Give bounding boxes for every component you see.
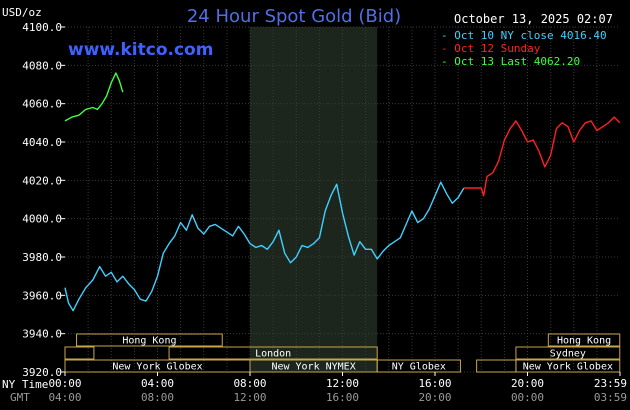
y-tick-label: 4000.0 bbox=[22, 213, 62, 226]
y-tick-label: 3960.0 bbox=[22, 289, 62, 302]
nymex-highlight bbox=[250, 27, 378, 372]
y-tick-label: 3980.0 bbox=[22, 251, 62, 264]
legend-entry: - Oct 13 Last 4062.20 bbox=[441, 55, 580, 68]
x-tick-label-ny: 23:59 bbox=[594, 377, 627, 390]
y-axis-ticks: 4100.0 4080.0 4060.0 4040.0 4020.0 4000.0 3980… bbox=[22, 21, 65, 379]
session-label: Hong Kong bbox=[122, 336, 176, 347]
x-tick-label-gmt: 04:00 bbox=[48, 391, 81, 404]
x-tick-label-ny: 16:00 bbox=[418, 377, 451, 390]
y-tick-label: 4060.0 bbox=[22, 98, 62, 111]
session-label: New York NYMEX bbox=[271, 362, 355, 373]
session-label: NY Globex bbox=[392, 362, 446, 373]
session-label: New York Globex bbox=[523, 362, 613, 373]
price-series bbox=[64, 72, 621, 312]
series-line-1 bbox=[463, 116, 621, 197]
series-line-2 bbox=[64, 72, 124, 122]
chart-date: October 13, 2025 02:07 bbox=[454, 12, 613, 26]
x-label-ny-time: NY Time bbox=[2, 378, 48, 391]
x-tick-label-ny: 04:00 bbox=[141, 377, 174, 390]
session-label: Hong Kong bbox=[557, 336, 611, 347]
session-box bbox=[76, 333, 223, 347]
x-label-gmt: GMT bbox=[10, 391, 30, 404]
x-tick-label-gmt: 16:00 bbox=[326, 391, 359, 404]
legend-entry: - Oct 10 NY close 4016.40 bbox=[441, 29, 607, 42]
session-label: New York Globex bbox=[112, 362, 202, 373]
y-tick-label: 4020.0 bbox=[22, 174, 62, 187]
y-tick-label: 4040.0 bbox=[22, 136, 62, 149]
session-box bbox=[376, 359, 461, 373]
chart-grid bbox=[65, 26, 620, 373]
session-label: Sydney bbox=[550, 349, 586, 360]
series-line-0 bbox=[64, 181, 465, 312]
session-box bbox=[515, 346, 621, 360]
x-tick-label-gmt: 08:00 bbox=[141, 391, 174, 404]
session-label: London bbox=[255, 349, 291, 360]
y-tick-label: 3920.0 bbox=[22, 366, 62, 379]
x-tick-label-ny: 20:00 bbox=[511, 377, 544, 390]
x-tick-label-gmt: 00:00 bbox=[511, 391, 544, 404]
x-tick-label-gmt: 20:00 bbox=[418, 391, 451, 404]
y-tick-label: 4100.0 bbox=[22, 21, 62, 34]
y-tick-label: 3940.0 bbox=[22, 328, 62, 341]
x-tick-label-ny: 12:00 bbox=[326, 377, 359, 390]
session-box bbox=[168, 346, 378, 360]
chart-legend: - Oct 10 NY close 4016.40- Oct 12 Sunday… bbox=[441, 29, 607, 68]
x-tick-label-ny: 08:00 bbox=[233, 377, 266, 390]
x-tick-label-gmt: 03:59 bbox=[594, 391, 627, 404]
y-tick-label: 4080.0 bbox=[22, 59, 62, 72]
y-unit-label: USD/oz bbox=[2, 6, 42, 19]
x-axis-ticks: 00:0004:0004:0008:0008:0012:0012:0016:00… bbox=[48, 372, 627, 404]
chart-title: 24 Hour Spot Gold (Bid) bbox=[187, 6, 401, 27]
session-box bbox=[515, 359, 621, 373]
x-tick-label-ny: 00:00 bbox=[48, 377, 81, 390]
x-tick-label-gmt: 12:00 bbox=[233, 391, 266, 404]
session-box bbox=[547, 333, 621, 347]
session-box bbox=[64, 346, 95, 360]
site-watermark: www.kitco.com bbox=[68, 40, 213, 60]
legend-entry: - Oct 12 Sunday bbox=[441, 42, 541, 55]
